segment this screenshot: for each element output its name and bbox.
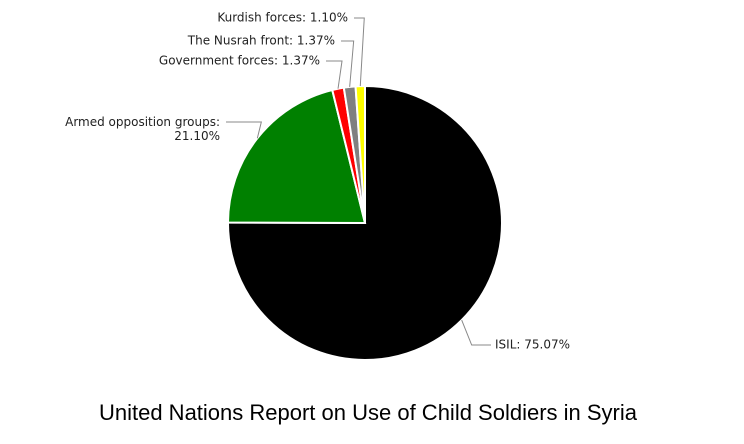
pie-slice (226, 84, 503, 361)
leader-line (326, 60, 343, 89)
data-label: Armed opposition groups: 21.10% (65, 115, 220, 143)
leader-line (341, 40, 355, 87)
leader-line (354, 17, 365, 87)
label-line: Armed opposition groups: (65, 115, 220, 129)
label-line: 21.10% (174, 129, 220, 143)
data-label: Kurdish forces: 1.10% (217, 11, 348, 25)
data-label: Government forces: 1.37% (159, 54, 320, 68)
leader-line (226, 121, 262, 139)
pie-slice (226, 88, 367, 225)
chart-title: United Nations Report on Use of Child So… (99, 400, 638, 425)
data-label: ISIL: 75.07% (495, 338, 570, 352)
leader-line (461, 319, 491, 346)
data-label: The Nusrah front: 1.37% (187, 34, 335, 48)
